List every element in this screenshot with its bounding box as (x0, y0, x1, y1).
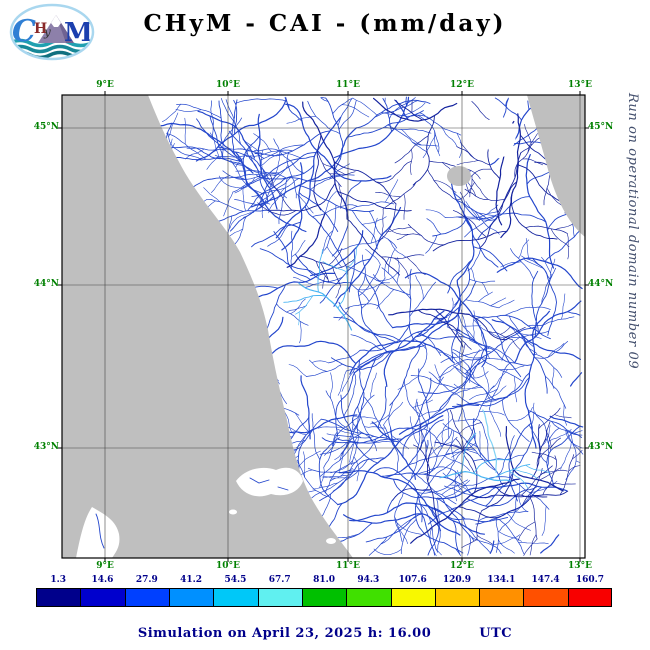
simulation-time-text: Simulation on April 23, 2025 h: 16.00 (137, 626, 432, 641)
logo-snowcap (51, 15, 61, 27)
island-stream (277, 486, 289, 491)
colorbar-swatch (567, 588, 613, 607)
logo-ring (9, 3, 95, 61)
islands (76, 116, 516, 558)
lon-label-bottom: 13°E (568, 561, 592, 571)
colorbar-tick-label: 147.4 (531, 575, 560, 585)
sea-region (62, 95, 585, 558)
lon-label-top: 10°E (216, 80, 240, 90)
map-border (61, 94, 586, 559)
colorbar-cell: 54.5 (213, 575, 258, 607)
river-network (482, 409, 498, 473)
small-island (229, 509, 237, 515)
colorbar-swatch (213, 588, 258, 607)
lon-label-bottom: 10°E (216, 561, 240, 571)
page-title: CHyM - CAI - (mm/day) (143, 10, 507, 37)
lon-label-top: 11°E (336, 80, 360, 90)
small-island (326, 538, 336, 544)
river-network (283, 249, 531, 480)
tyrrhenian-sea (62, 95, 353, 558)
colorbar-cell: 81.0 (301, 575, 347, 607)
colorbar-swatch (434, 588, 480, 607)
colorbar-tick-label: 120.9 (442, 575, 472, 585)
lake-region (447, 166, 471, 186)
chym-logo: C H y M (9, 3, 95, 61)
axis-ticks (58, 91, 589, 562)
colorbar-tick-label: 94.3 (357, 575, 380, 585)
corsica-tip (76, 507, 120, 558)
colorbar-swatch (80, 588, 125, 607)
colorbar-cell: 14.6 (80, 575, 125, 607)
colorbar-tick-label: 1.3 (50, 575, 66, 585)
island-stream (95, 513, 105, 549)
colorbar-cell: 147.4 (523, 575, 568, 607)
lon-label-top: 13°E (568, 80, 592, 90)
colorbar-cell: 160.7 (567, 575, 613, 607)
lon-label-bottom: 9°E (96, 561, 114, 571)
colorbar-cell: 94.3 (346, 575, 391, 607)
colorbar-cell: 1.3 (36, 575, 81, 607)
colorbar-tick-label: 134.1 (487, 575, 516, 585)
logo-letter-y: y (43, 25, 51, 39)
colorbar-cell: 67.7 (257, 575, 302, 607)
colorbar-tick-label: 67.7 (268, 575, 291, 585)
colorbar-tick-label: 81.0 (313, 575, 335, 585)
logo-letter-h: H (34, 21, 47, 37)
colorbar-cell: 41.2 (168, 575, 214, 607)
lat-label-right: 45°N (588, 122, 614, 132)
coastal-headland (486, 116, 516, 159)
colorbar-cell: 107.6 (390, 575, 435, 607)
colorbar-cell: 134.1 (479, 575, 524, 607)
lat-label-right: 44°N (588, 279, 614, 289)
colorbar-tick-label: 160.7 (575, 575, 604, 585)
colorbar-swatch (390, 588, 435, 607)
colorbar-swatch (168, 588, 214, 607)
lon-label-top: 9°E (96, 80, 114, 90)
river-network (298, 282, 512, 482)
colorbar-swatch (346, 588, 391, 607)
colorbar-swatch (257, 588, 302, 607)
river-network-layer (94, 96, 584, 557)
logo-wave (11, 44, 93, 54)
river-network (298, 311, 300, 326)
island-stream (249, 477, 270, 484)
utc-label: UTC (479, 626, 513, 641)
lat-label-right: 43°N (588, 442, 614, 452)
colorbar-tick-label: 41.2 (180, 575, 203, 585)
lon-label-top: 12°E (450, 80, 474, 90)
colorbar-tick-label: 107.6 (398, 575, 427, 585)
colorbar-tick-label: 27.9 (135, 575, 158, 585)
colorbar-cell: 120.9 (434, 575, 480, 607)
lat-label-left: 45°N (33, 122, 59, 132)
colorbar-tick-label: 14.6 (91, 575, 114, 585)
graticule (62, 95, 585, 558)
lon-label-bottom: 12°E (450, 561, 474, 571)
logo-letter-m: M (64, 18, 93, 48)
colorbar: 1.3 14.6 27.9 41.2 54.5 67.7 81.0 94.3 107.6 120.… (36, 575, 613, 607)
colorbar-swatch (479, 588, 524, 607)
colorbar-swatch (301, 588, 347, 607)
colorbar-swatch (124, 588, 169, 607)
colorbar-cell: 27.9 (124, 575, 169, 607)
colorbar-tick-label: 54.5 (224, 575, 247, 585)
island-stream-layer (95, 477, 289, 549)
adriatic-sea (527, 95, 585, 237)
lon-label-bottom: 11°E (336, 561, 360, 571)
logo-mountain-shade (56, 15, 74, 43)
colorbar-swatch (523, 588, 568, 607)
colorbar-swatch (36, 588, 81, 607)
lat-label-left: 44°N (33, 279, 59, 289)
river-network (295, 244, 551, 489)
domain-caption: Run on operational domain number 09 (625, 93, 640, 370)
lat-label-left: 43°N (33, 442, 59, 452)
simulation-footer: Simulation on April 23, 2025 h: 16.00 UT… (0, 626, 650, 641)
